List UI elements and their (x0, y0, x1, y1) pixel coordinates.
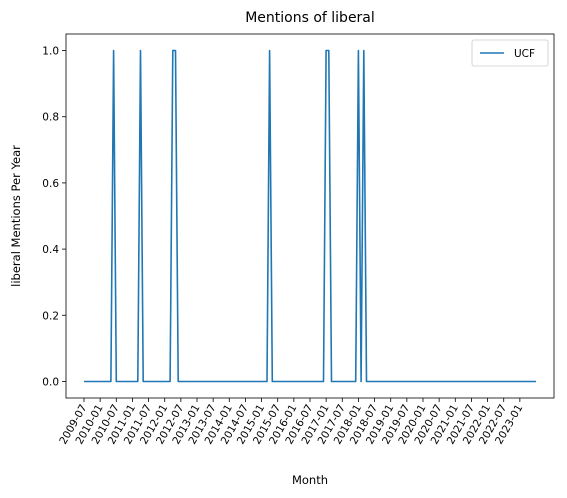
y-axis-label: liberal Mentions Per Year (9, 145, 23, 287)
legend-label: UCF (514, 48, 535, 60)
y-tick-label: 0.4 (42, 244, 59, 256)
legend-box (471, 39, 549, 67)
y-axis: 0.0 0.2 0.4 0.6 0.8 1.0 (42, 46, 66, 388)
y-tick-label: 0.6 (42, 178, 59, 190)
legend: UCF (471, 39, 549, 67)
chart-title: Mentions of liberal (245, 10, 375, 26)
series-layer (84, 49, 536, 383)
x-axis: 2009-072010-012010-072011-012011-072012-… (57, 398, 525, 446)
x-axis-label: Month (292, 473, 328, 487)
series-line-ucf (84, 49, 536, 383)
y-tick-label: 0.2 (42, 310, 59, 322)
y-tick-label: 0.8 (42, 112, 59, 124)
y-tick-label: 1.0 (42, 46, 59, 58)
y-tick-label: 0.0 (42, 376, 59, 388)
